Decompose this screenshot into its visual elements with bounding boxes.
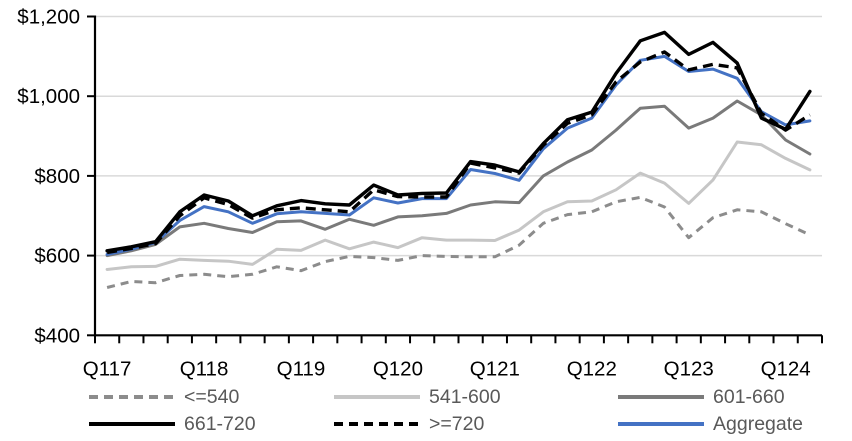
- series-line-541-600: [105, 140, 812, 271]
- x-tick-label: Q120: [373, 357, 423, 380]
- y-tick-label: $600: [34, 245, 80, 268]
- x-tick-label: Q119: [277, 357, 326, 380]
- legend-label: >=720: [429, 412, 485, 435]
- y-tick-label: $400: [34, 324, 80, 347]
- x-tick-label: Q118: [180, 357, 229, 380]
- y-tick-label: $800: [34, 165, 80, 188]
- legend-item-lte540: <=540: [88, 385, 240, 408]
- legend-item-601-660: 601-660: [617, 385, 785, 408]
- x-tick-label: Q124: [761, 357, 811, 380]
- legend-label: 601-660: [713, 385, 785, 408]
- series-line--720: [106, 50, 811, 255]
- aggregate-line-sample: [618, 422, 704, 426]
- y-tick-label: $1,200: [17, 6, 80, 29]
- legend-item-aggregate: Aggregate: [617, 412, 803, 435]
- series-line-601-660: [105, 99, 812, 258]
- y-tick-label: $1,000: [17, 85, 80, 108]
- 661-720-line-sample: [89, 422, 175, 426]
- gte720-line-sample: [334, 422, 420, 426]
- legend-label: Aggregate: [713, 412, 803, 435]
- x-tick-label: Q123: [664, 357, 714, 380]
- x-tick-label: Q121: [470, 357, 520, 380]
- lte540-line-sample: [89, 395, 175, 399]
- legend-label: 541-600: [429, 385, 501, 408]
- x-tick-label: Q122: [567, 357, 617, 380]
- legend-item-661-720: 661-720: [88, 412, 256, 435]
- legend-label: 661-720: [184, 412, 256, 435]
- series-line-661-720: [105, 30, 812, 253]
- 541-600-line-sample: [334, 395, 420, 399]
- series-line-aggregate: [105, 54, 812, 256]
- legend-item-541-600: 541-600: [333, 385, 501, 408]
- 601-660-line-sample: [618, 395, 704, 399]
- legend-label: <=540: [184, 385, 240, 408]
- x-tick-label: Q117: [83, 357, 132, 380]
- series-line--540: [106, 195, 811, 289]
- legend-item-gte720: >=720: [333, 412, 485, 435]
